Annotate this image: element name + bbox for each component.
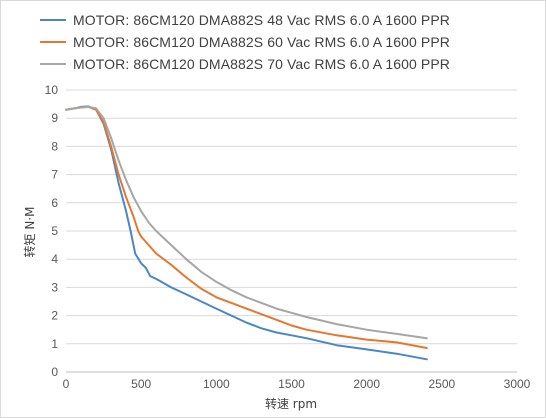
y-axis-title: 转矩 N·M [22,207,37,258]
series-line-2 [65,105,428,340]
x-tick-label: 0 [63,377,70,391]
legend-label-48vac: MOTOR: 86CM120 DMA882S 48 Vac RMS 6.0 A … [73,12,451,28]
y-tick-label: 10 [45,83,59,97]
y-tick-label: 7 [51,168,58,182]
x-tick-label: 500 [131,377,151,391]
legend-swatch-48vac [40,19,66,21]
legend-label-60vac: MOTOR: 86CM120 DMA882S 60 Vac RMS 6.0 A … [73,34,451,50]
legend-swatch-60vac [40,41,66,43]
y-tick-label: 8 [51,139,58,153]
x-axis-title: 转速 rpm [265,396,317,411]
y-tick-label: 2 [51,309,58,323]
legend-label-70vac: MOTOR: 86CM120 DMA882S 70 Vac RMS 6.0 A … [73,56,451,72]
y-tick-label: 4 [51,252,58,266]
y-tick-label: 9 [51,111,58,125]
x-tick-label: 2000 [353,377,380,391]
legend: MOTOR: 86CM120 DMA882S 48 Vac RMS 6.0 A … [40,9,540,75]
series-line-0 [65,105,428,361]
y-tick-label: 5 [51,224,58,238]
legend-item-60vac: MOTOR: 86CM120 DMA882S 60 Vac RMS 6.0 A … [40,31,540,53]
y-tick-label: 3 [51,280,58,294]
legend-item-48vac: MOTOR: 86CM120 DMA882S 48 Vac RMS 6.0 A … [40,9,540,31]
x-tick-label: 1500 [278,377,305,391]
series-lines [65,105,428,361]
y-tick-label: 1 [51,337,58,351]
y-tick-label: 6 [51,196,58,210]
legend-swatch-70vac [40,63,66,65]
gridlines [66,89,517,345]
tick-labels: 0 1 2 3 4 5 6 7 8 9 10 0 500 1000 1500 2000 2500 3000 [45,83,531,391]
legend-item-70vac: MOTOR: 86CM120 DMA882S 70 Vac RMS 6.0 A … [40,53,540,75]
x-tick-label: 2500 [428,377,455,391]
y-tick-label: 0 [51,365,58,379]
x-tick-label: 3000 [504,377,531,391]
x-tick-label: 1000 [203,377,230,391]
series-line-1 [65,105,428,349]
